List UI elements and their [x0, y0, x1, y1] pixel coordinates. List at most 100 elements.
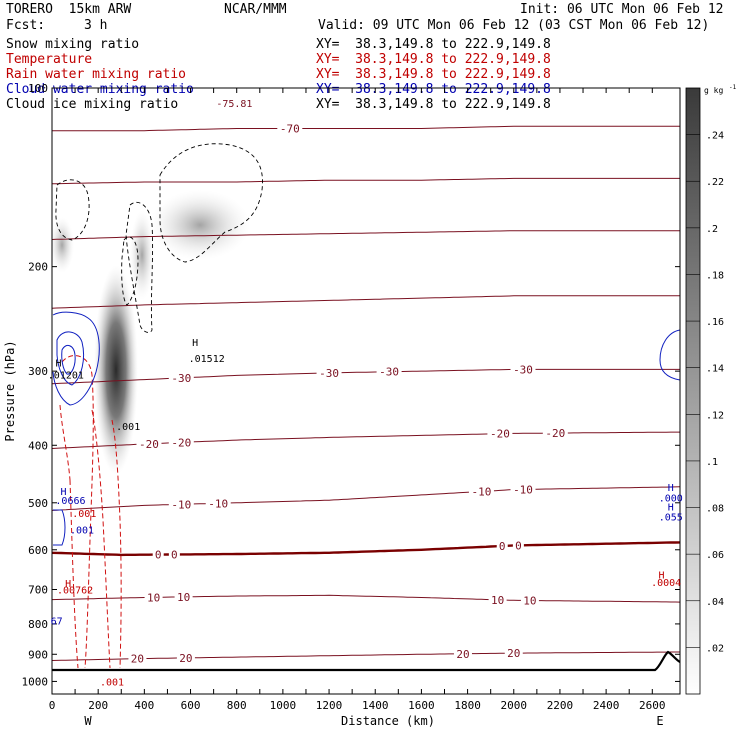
field-name: Cloud water mixing ratio: [6, 82, 194, 97]
colorbar-tick-label: .14: [706, 364, 724, 375]
contour-label-bg: [488, 593, 507, 606]
field-name: Rain water mixing ratio: [6, 67, 187, 82]
colorbar-bar: [685, 87, 701, 695]
colorbar-unit-exponent: -1: [729, 84, 737, 91]
x-tick-label: 2400: [593, 699, 620, 712]
contour-label: 0: [155, 549, 162, 562]
contour-label-bg: [174, 590, 193, 603]
colorbar-unit: g kg: [704, 86, 723, 95]
plot-annotation: H: [668, 502, 674, 513]
plot-annotation: H: [659, 570, 665, 581]
axes: 0 200 400 600 800 1000 1200 1400 1600 1800 2000 220…: [3, 82, 680, 728]
x-tick-label: 1200: [316, 699, 343, 712]
colorbar-tick-label: .02: [706, 643, 724, 654]
plot-annotation: .001: [70, 526, 94, 537]
contour-label-bg: [510, 483, 536, 496]
field-xy: XY= 38.3,149.8 to 222.9,149.8: [316, 97, 551, 112]
snow-left-shading: [52, 217, 74, 273]
cloud-water-contour: [56, 331, 85, 386]
y-tick-label: 1000: [22, 675, 49, 688]
contour-label-bg: [512, 539, 524, 552]
contour-label: 0: [499, 540, 506, 553]
contour-label-bg: [176, 651, 195, 664]
contour-label: 10: [177, 591, 190, 604]
contour-label-bg: [504, 647, 523, 660]
org-label: NCAR/MMM: [224, 2, 287, 17]
x-tick-label: 2200: [547, 699, 574, 712]
cloud-ice-contour: [121, 236, 139, 306]
colorbar: .02 .04 .06 .08 .1 .12 .14 .16 .18 .2 .22 .24 g kg -1: [685, 84, 737, 695]
contour-label: -20: [545, 427, 565, 440]
field-name: Temperature: [6, 52, 93, 67]
temperature-contour: [52, 368, 680, 385]
contour-label: 20: [507, 647, 520, 660]
rain-contour: [91, 409, 111, 669]
colorbar-tick-label: .08: [706, 504, 724, 515]
contour-label-bg: [496, 539, 508, 552]
contour-label-bg: [468, 485, 494, 498]
plot-annotation: H: [55, 358, 61, 369]
plot-annotation: .01201: [48, 371, 84, 382]
contour-label: -30: [171, 372, 191, 385]
cloud-water-contour: [61, 344, 76, 375]
y-tick-label: 600: [28, 544, 48, 557]
contour-label: -20: [490, 428, 510, 441]
y-tick-label: 400: [28, 439, 48, 452]
contour-label-bg: [510, 363, 536, 376]
contour-label: 20: [131, 653, 144, 666]
plot-annotation: .01512: [189, 354, 225, 365]
contour-label: -10: [171, 498, 191, 511]
x-axis-label: Distance (km): [341, 714, 435, 728]
x-tick-label: 2000: [501, 699, 528, 712]
colorbar-tick-label: .24: [706, 131, 724, 142]
contour-label: 10: [147, 591, 160, 604]
contour-label: -20: [139, 438, 159, 451]
contour-label-bg: [168, 548, 180, 561]
field-name: Snow mixing ratio: [6, 37, 140, 52]
contour-label: -70: [280, 122, 300, 135]
colorbar-tick-label: .22: [706, 177, 724, 188]
y-tick-label: 300: [28, 365, 48, 378]
init-time: Init: 06 UTC Mon 06 Feb 12: [520, 2, 724, 17]
x-tick-label: 2600: [639, 699, 666, 712]
field-xy: XY= 38.3,149.8 to 222.9,149.8: [316, 82, 551, 97]
contour-label-bg: [520, 594, 539, 607]
temperature-contour: [52, 177, 680, 185]
x-axis-west-label: W: [84, 714, 92, 728]
valid-time: Valid: 09 UTC Mon 06 Feb 12 (03 CST Mon …: [318, 18, 710, 33]
contour-label: -30: [319, 367, 339, 380]
y-tick-label: 500: [28, 497, 48, 510]
x-tick-label: 1800: [454, 699, 481, 712]
temperature-contour: [52, 295, 680, 309]
contour-label-bg: [376, 365, 402, 378]
terrain-surface: [52, 650, 681, 672]
colorbar-tick-label: .18: [706, 270, 724, 281]
model-title: TORERO 15km ARW: [6, 2, 132, 17]
plot-annotation: H: [65, 579, 71, 590]
contour-label: 20: [456, 648, 469, 661]
rain-contour: [111, 419, 122, 669]
field-name: Cloud ice mixing ratio: [6, 97, 179, 112]
y-axis-label: Pressure (hPa): [3, 340, 17, 441]
plot-annotation: -75.81: [216, 99, 252, 110]
plot-annotation: H: [668, 483, 674, 494]
forecast-hours: 3 h: [84, 18, 108, 33]
x-tick-label: 600: [181, 699, 201, 712]
colorbar-tick-label: .2: [706, 224, 718, 235]
contour-label: -30: [379, 366, 399, 379]
cloud-ice-contour: [55, 179, 90, 241]
x-tick-label: 400: [134, 699, 154, 712]
snow-core-shading: [94, 265, 138, 475]
contour-label-bg: [136, 437, 162, 450]
contour-label: -10: [513, 483, 533, 496]
y-tick-label: 700: [28, 584, 48, 597]
temperature-contour: [52, 125, 680, 132]
plot-annotation: 67: [51, 617, 63, 628]
contour-label-bg: [487, 427, 513, 440]
plot-annotation: .0666: [55, 496, 85, 507]
y-tick-label: 100: [28, 82, 48, 95]
x-tick-label: 1400: [362, 699, 389, 712]
contour-label: -10: [472, 485, 492, 498]
colorbar-tick-label: .12: [706, 410, 724, 421]
